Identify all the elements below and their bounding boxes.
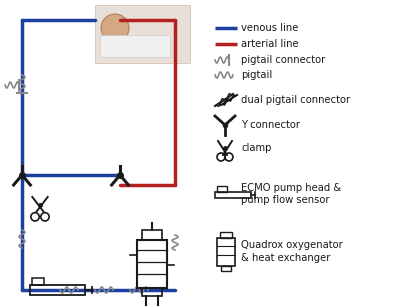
Text: Y connector: Y connector [241, 120, 300, 130]
Text: ECMO pump head &: ECMO pump head & [241, 183, 341, 193]
Text: arterial line: arterial line [241, 39, 299, 49]
Text: clamp: clamp [241, 143, 271, 153]
Bar [137, 240, 167, 288]
Bar [142, 288, 162, 296]
Text: pigtail connector: pigtail connector [241, 55, 325, 65]
Text: pump flow sensor: pump flow sensor [241, 195, 330, 205]
Text: dual pigtail connector: dual pigtail connector [241, 95, 350, 105]
Text: Quadrox oxygenator: Quadrox oxygenator [241, 240, 343, 250]
Bar [217, 238, 235, 266]
Bar [32, 278, 44, 285]
Text: pigtail: pigtail [241, 70, 272, 80]
Text: & heat exchanger: & heat exchanger [241, 253, 330, 263]
Text: venous line: venous line [241, 23, 298, 33]
Bar [30, 285, 85, 295]
Bar [217, 186, 227, 192]
Bar [100, 35, 170, 57]
Circle shape [101, 14, 129, 42]
Bar [142, 230, 162, 240]
Bar [215, 192, 251, 198]
Bar [220, 232, 232, 238]
Bar [95, 5, 190, 63]
Bar [221, 266, 231, 271]
